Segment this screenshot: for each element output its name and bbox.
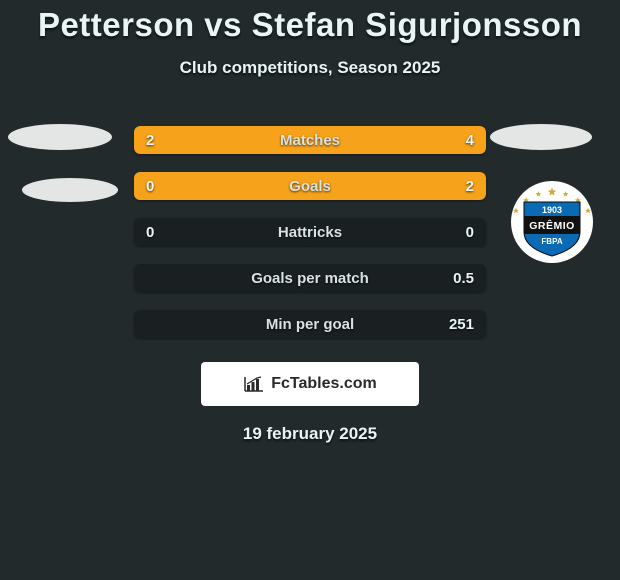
stat-value-left: 2 xyxy=(146,126,154,154)
stat-bar: Min per goal251 xyxy=(134,310,486,338)
stat-label: Goals xyxy=(134,172,486,200)
page-title: Petterson vs Stefan Sigurjonsson xyxy=(38,6,582,44)
stat-bar: Goals per match0.5 xyxy=(134,264,486,292)
date-text: 19 february 2025 xyxy=(243,424,377,444)
subtitle: Club competitions, Season 2025 xyxy=(180,58,441,78)
stat-value-left: 0 xyxy=(146,172,154,200)
stat-value-right: 251 xyxy=(449,310,474,338)
stat-label: Min per goal xyxy=(134,310,486,338)
bar-chart-icon xyxy=(243,375,265,393)
stat-value-right: 0 xyxy=(466,218,474,246)
stat-bars: Matches24Goals02Hattricks00Goals per mat… xyxy=(134,126,486,338)
stat-label: Matches xyxy=(134,126,486,154)
stat-value-right: 2 xyxy=(466,172,474,200)
watermark-text: FcTables.com xyxy=(271,375,377,393)
content: Petterson vs Stefan Sigurjonsson Club co… xyxy=(0,0,620,444)
stat-label: Goals per match xyxy=(134,264,486,292)
watermark: FcTables.com xyxy=(201,362,419,406)
stat-bar: Matches2 4 xyxy=(134,126,486,154)
stat-value-right: 0.5 xyxy=(453,264,474,292)
stat-label: Hattricks xyxy=(134,218,486,246)
stat-bar: Goals0 2 xyxy=(134,172,486,200)
stat-value-left: 0 xyxy=(146,218,154,246)
stat-value-right: 4 xyxy=(466,126,474,154)
stat-bar: Hattricks0 0 xyxy=(134,218,486,246)
